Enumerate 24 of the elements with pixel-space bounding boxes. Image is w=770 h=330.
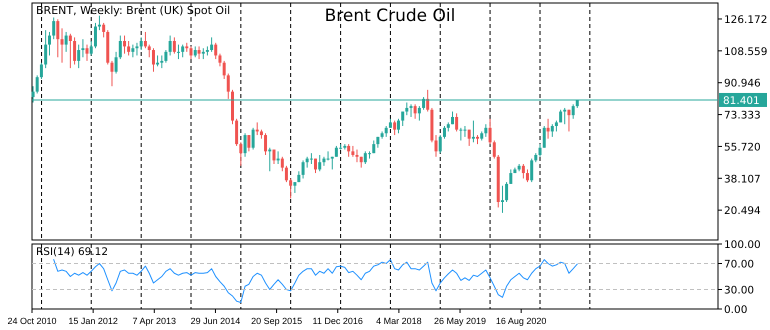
y-tick-label: 38.107 bbox=[724, 173, 761, 186]
y-tick-label: 126.172 bbox=[724, 14, 768, 26]
y-tick-label: 20.494 bbox=[724, 205, 762, 218]
y-tick-label: 100.00 bbox=[724, 239, 761, 251]
y-tick-label: 70.00 bbox=[724, 258, 754, 270]
x-tick-label: 16 Aug 2020 bbox=[496, 316, 546, 326]
chart-subtitle: BRENT, Weekly: Brent (UK) Spot Oil bbox=[36, 4, 230, 17]
chart-title: RSI(14) 69.12 bbox=[36, 246, 108, 258]
y-tick-label: 0.00 bbox=[724, 304, 748, 316]
y-tick-label: 55.720 bbox=[724, 141, 761, 154]
x-tick-label: 7 Apr 2013 bbox=[132, 316, 176, 326]
y-tick-label: 108.559 bbox=[724, 46, 768, 58]
y-tick-label: 73.333 bbox=[724, 110, 761, 122]
x-tick-label: 29 Jun 2014 bbox=[190, 316, 240, 326]
y-tick-label: 90.946 bbox=[724, 78, 762, 90]
ref-line-label: 81.401 bbox=[723, 94, 760, 107]
chart-title: Brent Crude Oil bbox=[324, 6, 456, 26]
x-tick-label: 15 Jan 2012 bbox=[68, 316, 118, 326]
x-tick-label: 26 May 2019 bbox=[434, 316, 486, 326]
x-tick-label: 4 Mar 2018 bbox=[376, 316, 422, 326]
x-tick-label: 24 Oct 2010 bbox=[7, 316, 57, 326]
x-tick-label: 20 Sep 2015 bbox=[251, 316, 302, 326]
x-tick-label: 11 Dec 2016 bbox=[312, 316, 363, 326]
y-tick-label: 30.00 bbox=[724, 284, 754, 296]
